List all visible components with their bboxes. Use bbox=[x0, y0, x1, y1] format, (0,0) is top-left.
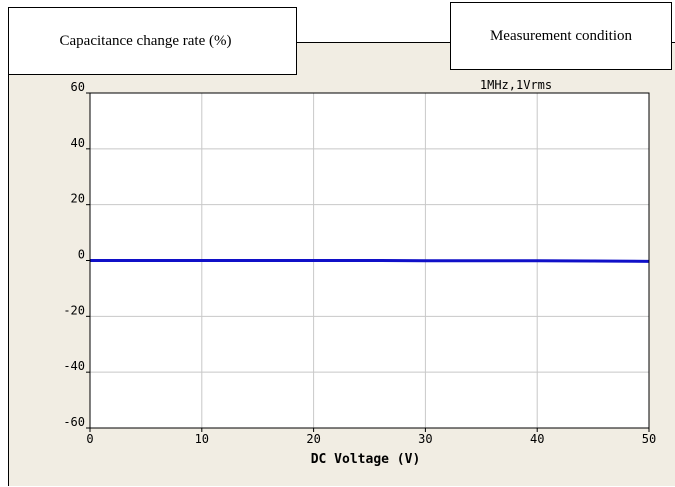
x-axis-title: DC Voltage (V) bbox=[311, 452, 421, 467]
measurement-condition-box: Measurement condition bbox=[450, 2, 672, 70]
y-axis-label: Capacitance change rate (%) bbox=[59, 32, 232, 49]
x-tick-label: 30 bbox=[418, 432, 432, 446]
y-tick-label: -40 bbox=[63, 359, 85, 373]
x-tick-label: 20 bbox=[306, 432, 320, 446]
x-tick-label: 40 bbox=[530, 432, 544, 446]
y-axis-label-box: Capacitance change rate (%) bbox=[8, 7, 297, 75]
y-tick-label: 0 bbox=[78, 248, 85, 262]
y-tick-label: -60 bbox=[63, 415, 85, 429]
series-line bbox=[90, 259, 650, 263]
ticks: 0 10 20 30 40 50 60 40 20 0 -20 -40 -60 bbox=[63, 80, 656, 446]
chart: 0 10 20 30 40 50 60 40 20 0 -20 -40 -60 1MHz,1Vrms D… bbox=[63, 78, 656, 467]
x-tick-label: 0 bbox=[86, 432, 93, 446]
x-tick-label: 50 bbox=[642, 432, 656, 446]
series-layer bbox=[90, 259, 650, 263]
y-tick-label: 20 bbox=[71, 192, 85, 206]
chart-panel: 0 10 20 30 40 50 60 40 20 0 -20 -40 -60 1MHz,1Vrms D… bbox=[8, 42, 675, 486]
condition-annotation: 1MHz,1Vrms bbox=[480, 78, 552, 92]
y-tick-label: 40 bbox=[71, 136, 85, 150]
measurement-condition-label: Measurement condition bbox=[489, 27, 633, 44]
x-tick-label: 10 bbox=[195, 432, 209, 446]
y-tick-label: 60 bbox=[71, 80, 85, 94]
y-tick-label: -20 bbox=[63, 303, 85, 317]
